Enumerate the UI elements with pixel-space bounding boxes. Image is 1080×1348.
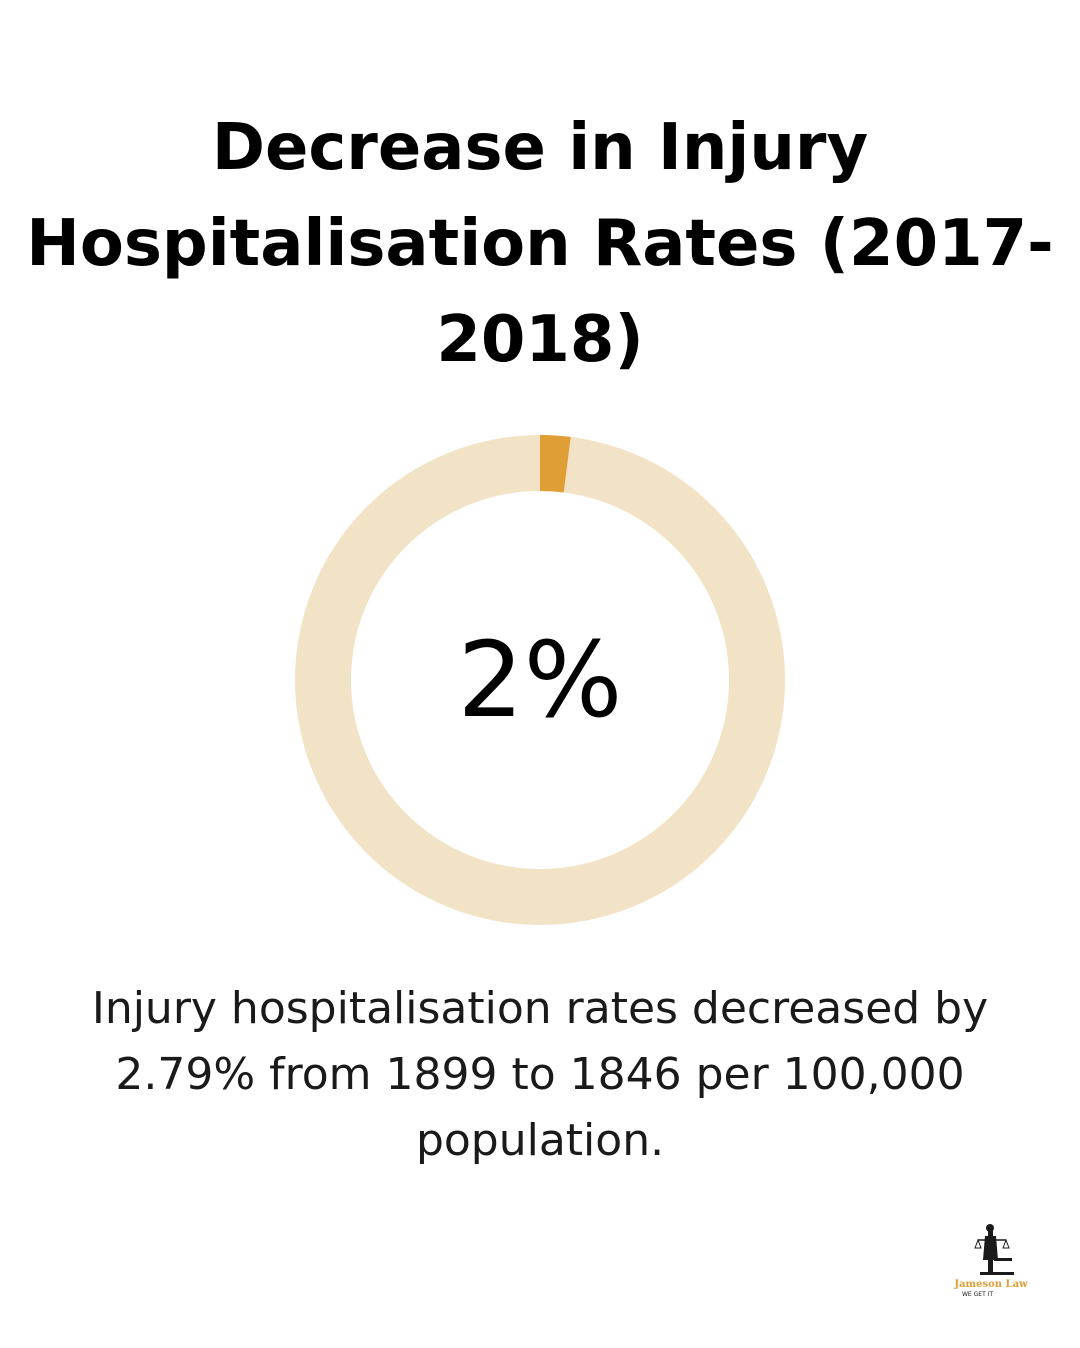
page-title: Decrease in Injury Hospitalisation Rates… xyxy=(26,111,1054,377)
donut-center-label: 2% xyxy=(458,619,623,741)
logo-name: Jameson Law xyxy=(953,1279,1028,1290)
description-text: Injury hospitalisation rates decreased b… xyxy=(91,983,989,1166)
jameson-law-logo-icon: Jameson Law WE GET IT xyxy=(953,1224,1028,1298)
donut-chart-svg: 2% xyxy=(295,435,785,925)
donut-chart: 2% xyxy=(290,430,790,930)
jameson-law-logo: Jameson Law WE GET IT xyxy=(950,1220,1040,1300)
logo-tagline: WE GET IT xyxy=(962,1291,993,1298)
donut-filled-segment xyxy=(539,435,571,493)
